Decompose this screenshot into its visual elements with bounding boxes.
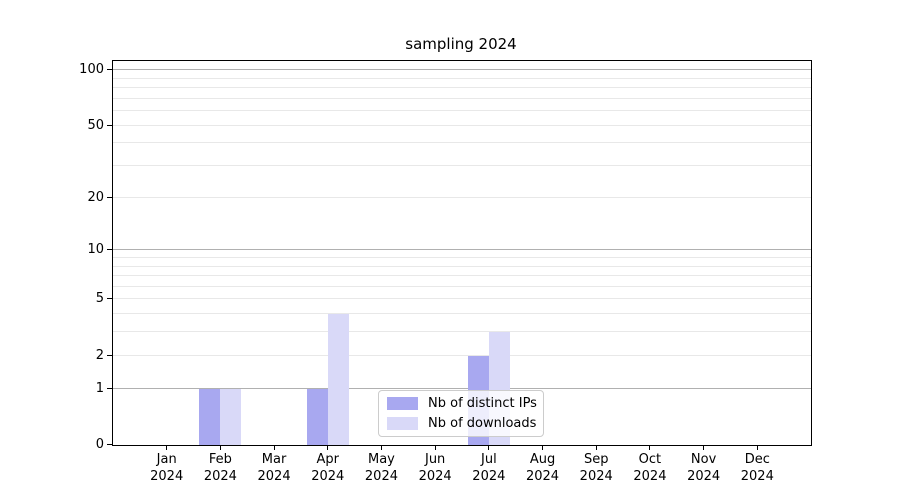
- x-tick-mark: [703, 445, 705, 450]
- x-tick-label: Dec 2024: [740, 452, 774, 484]
- legend-item-distinct-ips: Nb of distinct IPs: [387, 395, 537, 411]
- chart-title: sampling 2024: [405, 35, 517, 53]
- y-tick-label: 20: [87, 189, 104, 205]
- grid-line-minor: [113, 298, 811, 300]
- x-tick-label: Jul 2024: [472, 452, 506, 484]
- grid-line-minor: [113, 265, 811, 267]
- grid-line-minor: [113, 124, 811, 126]
- x-tick-mark: [219, 445, 221, 450]
- grid-line-minor: [113, 331, 811, 333]
- x-tick-mark: [542, 445, 544, 450]
- y-tick-label: 5: [95, 291, 104, 307]
- legend-swatch-distinct-ips: [387, 397, 418, 410]
- grid-line-minor: [113, 165, 811, 167]
- grid-line-minor: [113, 142, 811, 144]
- grid-line-minor: [113, 87, 811, 89]
- grid-line-minor: [113, 313, 811, 315]
- bar-distinct-ips-feb: [199, 388, 221, 445]
- x-tick-mark: [166, 445, 168, 450]
- x-tick-mark: [488, 445, 490, 450]
- grid-line-minor: [113, 354, 811, 356]
- y-tick-mark: [107, 124, 113, 126]
- x-tick-label: Sep 2024: [579, 452, 613, 484]
- legend-label-distinct-ips: Nb of distinct IPs: [428, 395, 537, 411]
- y-tick-label: 2: [95, 347, 104, 363]
- bar-downloads-apr: [327, 314, 349, 445]
- y-tick-label: 0: [95, 437, 104, 452]
- x-tick-mark: [327, 445, 329, 450]
- y-tick-label: 10: [87, 242, 104, 258]
- y-tick-mark: [107, 444, 113, 445]
- x-tick-mark: [595, 445, 597, 450]
- x-tick-mark: [756, 445, 758, 450]
- grid-line-minor: [113, 285, 811, 287]
- y-tick-mark: [107, 387, 113, 389]
- y-tick-mark: [107, 249, 113, 251]
- y-tick-mark: [107, 69, 113, 71]
- legend-label-downloads: Nb of downloads: [428, 415, 537, 431]
- grid-line-minor: [113, 196, 811, 198]
- grid-line-major: [113, 249, 811, 251]
- y-tick-label: 1: [95, 380, 104, 396]
- x-tick-label: Jun 2024: [418, 452, 452, 484]
- y-tick-mark: [107, 298, 113, 300]
- x-tick-label: May 2024: [364, 452, 398, 484]
- x-tick-label: Aug 2024: [525, 452, 560, 484]
- legend: Nb of distinct IPs Nb of downloads: [378, 390, 544, 437]
- grid-line-minor: [113, 110, 811, 112]
- x-tick-label: Oct 2024: [633, 452, 667, 484]
- grid-line-minor: [113, 77, 811, 79]
- y-tick-mark: [107, 196, 113, 198]
- x-tick-label: Mar 2024: [257, 452, 291, 484]
- x-tick-mark: [649, 445, 651, 450]
- bar-downloads-feb: [220, 388, 242, 445]
- y-tick-mark: [107, 354, 113, 356]
- x-tick-mark: [434, 445, 436, 450]
- y-tick-label: 50: [87, 117, 104, 133]
- x-tick-label: Apr 2024: [311, 452, 345, 484]
- x-tick-mark: [273, 445, 275, 450]
- grid-line-minor: [113, 256, 811, 258]
- y-tick-label: 100: [79, 62, 104, 78]
- bar-distinct-ips-apr: [306, 388, 328, 445]
- grid-line-minor: [113, 275, 811, 277]
- legend-swatch-downloads: [387, 417, 418, 430]
- x-tick-mark: [380, 445, 382, 450]
- x-tick-label: Nov 2024: [687, 452, 721, 484]
- grid-line-major: [113, 69, 811, 71]
- plot-area: 0 1 2 5 10 20 50 100 Jan 2024 Feb 2024 Mar 2024 Apr 202…: [79, 60, 812, 484]
- grid-line-minor: [113, 97, 811, 99]
- x-tick-label: Jan 2024: [150, 452, 184, 484]
- x-tick-label: Feb 2024: [203, 452, 237, 484]
- legend-item-downloads: Nb of downloads: [387, 415, 537, 431]
